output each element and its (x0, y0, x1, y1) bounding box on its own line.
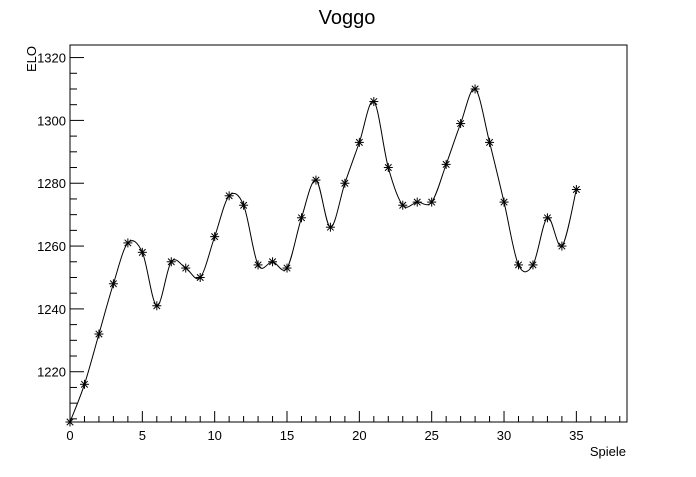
y-tick-label: 1280 (37, 176, 66, 191)
data-point (441, 159, 451, 169)
data-point (398, 200, 408, 210)
data-point (94, 329, 104, 339)
data-point (296, 213, 306, 223)
data-point (137, 247, 147, 257)
x-tick-label: 0 (66, 428, 73, 443)
data-point (108, 279, 118, 289)
x-axis: 0 5 10 15 20 25 30 35 (66, 411, 621, 443)
x-tick-label: 10 (207, 428, 221, 443)
data-point (166, 257, 176, 267)
x-tick-label: 15 (280, 428, 294, 443)
y-tick-label: 1240 (37, 302, 66, 317)
data-point (325, 222, 335, 232)
plot-frame (69, 44, 628, 423)
chart-title: Voggo (319, 7, 376, 29)
data-point (79, 379, 89, 389)
data-point (311, 175, 321, 185)
data-point (354, 137, 364, 147)
x-tick-label: 20 (352, 428, 366, 443)
data-point (181, 263, 191, 273)
data-point (224, 191, 234, 201)
data-point (123, 238, 133, 248)
y-axis-label: ELO (24, 46, 39, 72)
data-point (528, 260, 538, 270)
x-tick-label: 25 (424, 428, 438, 443)
x-tick-label: 5 (139, 428, 146, 443)
data-point (239, 200, 249, 210)
data-point (195, 272, 205, 282)
data-point (268, 257, 278, 267)
x-tick-label: 30 (497, 428, 511, 443)
data-point (340, 178, 350, 188)
y-tick-label: 1260 (37, 239, 66, 254)
x-tick-label: 35 (569, 428, 583, 443)
data-point (282, 263, 292, 273)
data-point (427, 197, 437, 207)
data-point (557, 241, 567, 251)
data-point (499, 197, 509, 207)
data-point (253, 260, 263, 270)
x-axis-label: Spiele (590, 444, 626, 459)
data-point (383, 163, 393, 173)
series-line (69, 88, 577, 423)
data-point (210, 232, 220, 242)
y-tick-label: 1220 (37, 365, 66, 380)
data-point (65, 417, 75, 427)
y-axis: 1220 1240 1260 1280 1300 1320 (37, 51, 84, 420)
data-point (456, 119, 466, 129)
data-point (470, 84, 480, 94)
data-point (369, 97, 379, 107)
data-markers (65, 84, 581, 427)
data-point (412, 197, 422, 207)
data-point (513, 260, 523, 270)
data-point (152, 301, 162, 311)
data-point (542, 213, 552, 223)
y-tick-label: 1300 (37, 113, 66, 128)
data-point (485, 137, 495, 147)
y-tick-label: 1320 (37, 51, 66, 66)
data-point (571, 185, 581, 195)
